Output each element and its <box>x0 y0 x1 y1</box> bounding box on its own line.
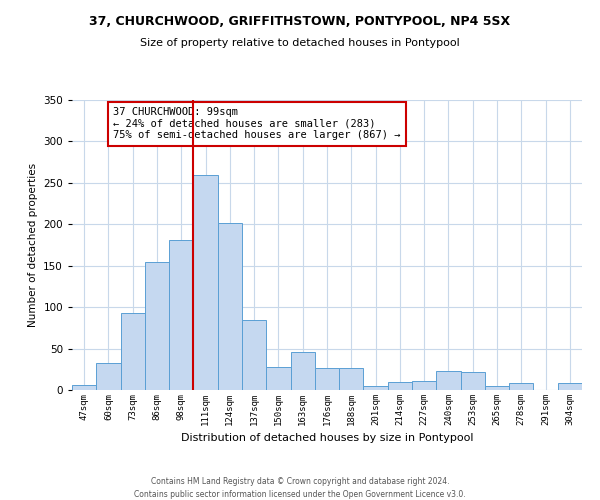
Bar <box>412 381 436 390</box>
Bar <box>509 384 533 390</box>
Text: Size of property relative to detached houses in Pontypool: Size of property relative to detached ho… <box>140 38 460 48</box>
Bar <box>339 368 364 390</box>
Text: 37 CHURCHWOOD: 99sqm
← 24% of detached houses are smaller (283)
75% of semi-deta: 37 CHURCHWOOD: 99sqm ← 24% of detached h… <box>113 108 400 140</box>
Bar <box>218 222 242 390</box>
Bar <box>315 368 339 390</box>
Bar <box>558 384 582 390</box>
Text: Contains HM Land Registry data © Crown copyright and database right 2024.: Contains HM Land Registry data © Crown c… <box>151 478 449 486</box>
Bar <box>364 386 388 390</box>
Bar <box>266 367 290 390</box>
Text: Contains public sector information licensed under the Open Government Licence v3: Contains public sector information licen… <box>134 490 466 499</box>
Bar <box>193 174 218 390</box>
Bar <box>145 262 169 390</box>
Bar <box>121 313 145 390</box>
Text: 37, CHURCHWOOD, GRIFFITHSTOWN, PONTYPOOL, NP4 5SX: 37, CHURCHWOOD, GRIFFITHSTOWN, PONTYPOOL… <box>89 15 511 28</box>
Bar <box>461 372 485 390</box>
Bar <box>169 240 193 390</box>
Bar <box>436 371 461 390</box>
Bar <box>242 320 266 390</box>
Bar <box>388 382 412 390</box>
X-axis label: Distribution of detached houses by size in Pontypool: Distribution of detached houses by size … <box>181 434 473 444</box>
Bar <box>485 386 509 390</box>
Y-axis label: Number of detached properties: Number of detached properties <box>28 163 38 327</box>
Bar <box>290 352 315 390</box>
Bar <box>96 364 121 390</box>
Bar <box>72 385 96 390</box>
